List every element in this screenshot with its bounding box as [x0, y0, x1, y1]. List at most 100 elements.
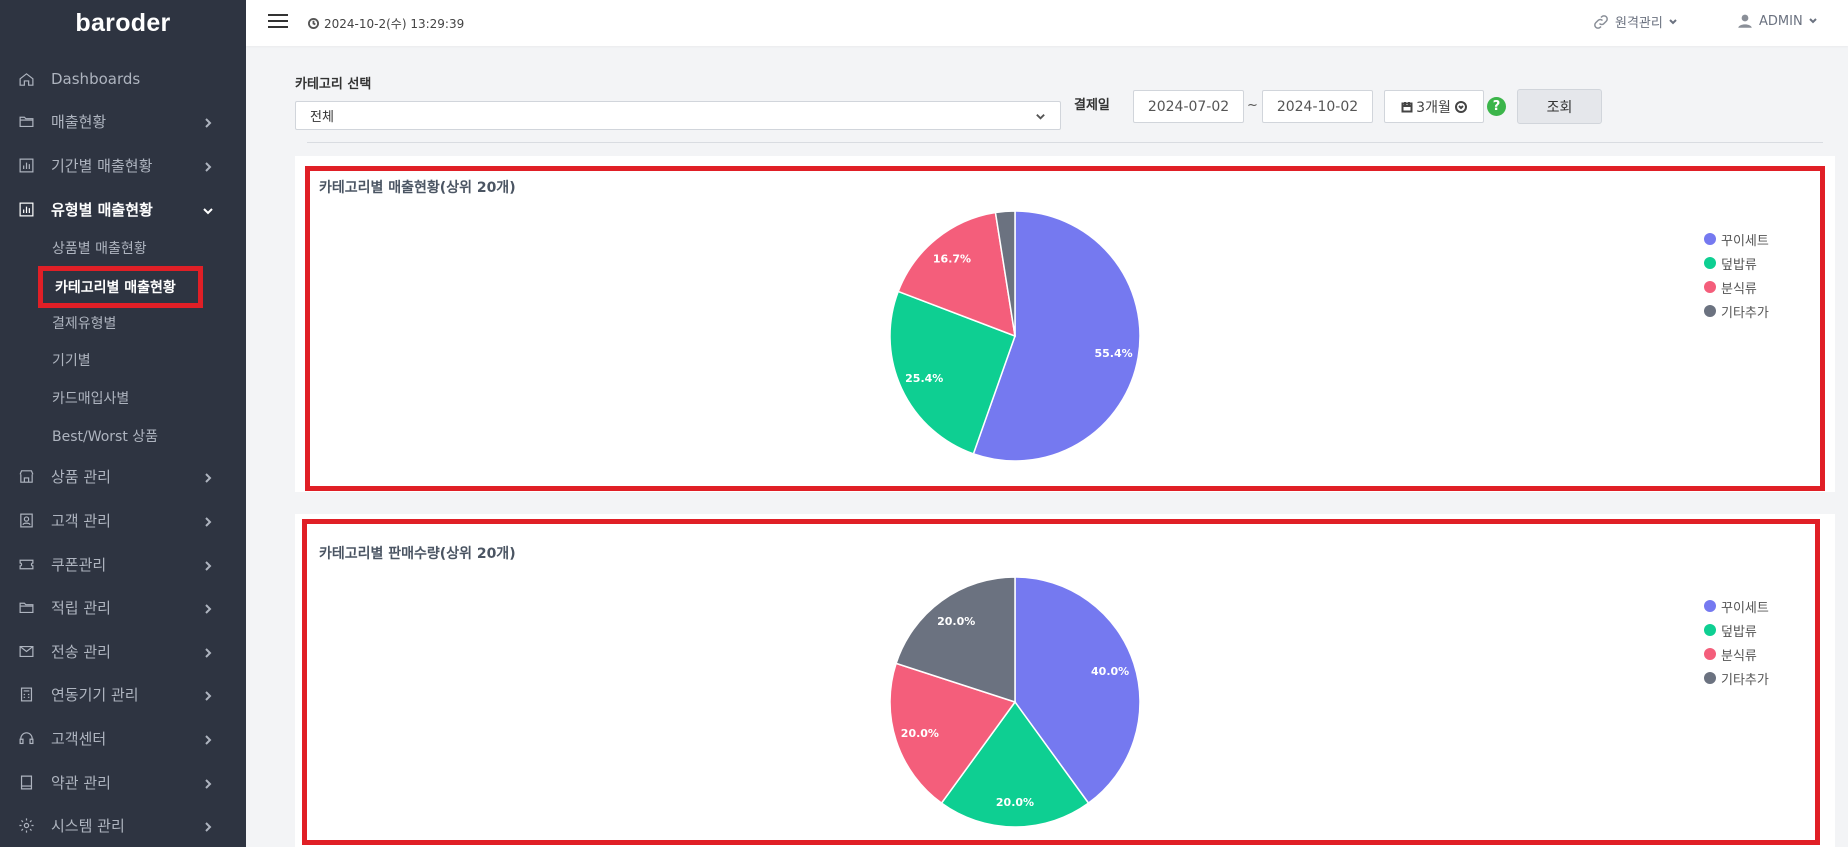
gear-icon [17, 816, 35, 834]
help-icon[interactable]: ? [1487, 97, 1506, 116]
legend-item[interactable]: 기타추가 [1704, 666, 1769, 690]
headset-icon [17, 729, 35, 747]
topbar: 2024-10-2(수) 13:29:39 원격관리 ADMIN [246, 0, 1848, 46]
book-icon [17, 773, 35, 791]
legend-swatch [1704, 281, 1716, 293]
chevron-down-icon [1035, 111, 1046, 122]
subitem-card-acquirer[interactable]: 카드매입사별 [52, 385, 129, 411]
chevron-right-icon [202, 115, 214, 128]
sidebar-item-label: 적립 관리 [51, 598, 111, 617]
sidebar-item-label: 상품 관리 [51, 467, 111, 486]
remote-management-menu[interactable]: 원격관리 [1592, 12, 1678, 31]
legend-swatch [1704, 257, 1716, 269]
bar-chart-icon [17, 200, 35, 218]
legend-label: 기타추가 [1721, 305, 1769, 321]
legend-label: 기타추가 [1721, 672, 1769, 688]
legend-label: 꾸이세트 [1721, 233, 1769, 249]
home-icon [17, 70, 35, 88]
user-menu[interactable]: ADMIN [1736, 12, 1818, 30]
legend-item[interactable]: 기타추가 [1704, 299, 1769, 323]
sidebar-item-device-mgmt[interactable]: 연동기기 관리 [0, 674, 246, 714]
bar-chart-icon [17, 156, 35, 174]
subitem-label: 결제유형별 [52, 316, 117, 332]
user-label: ADMIN [1759, 13, 1803, 29]
current-datetime: 2024-10-2(수) 13:29:39 [308, 15, 464, 32]
legend-swatch [1704, 600, 1716, 612]
chevron-right-icon [202, 732, 214, 745]
chevron-right-icon [202, 688, 214, 701]
sidebar-item-system-mgmt[interactable]: 시스템 관리 [0, 805, 246, 845]
category-select-label: 카테고리 선택 [295, 77, 372, 92]
link-icon [1594, 14, 1608, 29]
start-date-input[interactable]: 2024-07-02 [1133, 90, 1244, 123]
legend-label: 꾸이세트 [1721, 600, 1769, 616]
sidebar-item-label: 매출현황 [51, 112, 107, 131]
sidebar: baroder Dashboards 매출현황 기간별 매출현황 유형별 매출현… [0, 0, 246, 847]
legend-swatch [1704, 624, 1716, 636]
chart-card-sales [295, 156, 1835, 492]
sidebar-item-support[interactable]: 고객센터 [0, 718, 246, 758]
folder-icon [17, 112, 35, 130]
sidebar-item-send-mgmt[interactable]: 전송 관리 [0, 631, 246, 671]
chevron-right-icon [202, 601, 214, 614]
subitem-best-worst[interactable]: Best/Worst 상품 [52, 423, 158, 449]
chevron-circle-down-icon [1454, 100, 1467, 113]
sidebar-item-label: 연동기기 관리 [51, 685, 139, 704]
menu-toggle-icon[interactable] [268, 14, 288, 30]
legend-item[interactable]: 분식류 [1704, 642, 1769, 666]
filter-divider [307, 142, 1823, 143]
chevron-down-icon [1669, 18, 1677, 24]
legend-swatch [1704, 233, 1716, 245]
legend-item[interactable]: 덮밥류 [1704, 251, 1769, 275]
search-button[interactable]: 조회 [1517, 89, 1602, 124]
legend-label: 분식류 [1721, 281, 1757, 297]
legend-item[interactable]: 덮밥류 [1704, 618, 1769, 642]
sidebar-item-coupon-mgmt[interactable]: 쿠폰관리 [0, 544, 246, 584]
subitem-device[interactable]: 기기별 [52, 347, 91, 373]
folder-icon [17, 598, 35, 616]
datetime-text: 2024-10-2(수) 13:29:39 [324, 17, 465, 31]
chevron-right-icon [202, 159, 214, 172]
payment-date-label: 결제일 [1074, 98, 1110, 113]
send-icon [17, 642, 35, 660]
legend-item[interactable]: 꾸이세트 [1704, 227, 1769, 251]
subitem-payment-type[interactable]: 결제유형별 [52, 310, 116, 336]
sidebar-item-customer-mgmt[interactable]: 고객 관리 [0, 500, 246, 540]
legend-item[interactable]: 분식류 [1704, 275, 1769, 299]
ticket-icon [17, 555, 35, 573]
sidebar-item-sales[interactable]: 매출현황 [0, 101, 246, 141]
remote-management-label: 원격관리 [1615, 16, 1663, 31]
sidebar-item-type-sales[interactable]: 유형별 매출현황 [0, 189, 246, 229]
chevron-down-icon [1808, 18, 1817, 24]
sidebar-item-period-sales[interactable]: 기간별 매출현황 [0, 145, 246, 185]
brand-logo[interactable]: baroder [75, 8, 171, 37]
legend-item[interactable]: 꾸이세트 [1704, 594, 1769, 618]
sidebar-item-product-mgmt[interactable]: 상품 관리 [0, 456, 246, 496]
chart-title-quantity: 카테고리별 판매수량(상위 20개) [319, 546, 516, 562]
chevron-right-icon [202, 558, 214, 571]
sidebar-item-terms-mgmt[interactable]: 약관 관리 [0, 762, 246, 802]
sidebar-item-label: Dashboards [51, 70, 141, 88]
shop-icon [17, 467, 35, 485]
period-select-button[interactable]: 3개월 [1384, 90, 1484, 123]
chart-card-quantity [295, 514, 1835, 847]
legend-label: 덮밥류 [1721, 257, 1757, 273]
subitem-category-sales[interactable]: 카테고리별 매출현황 [38, 266, 203, 308]
sidebar-item-points-mgmt[interactable]: 적립 관리 [0, 587, 246, 627]
legend-label: 분식류 [1721, 648, 1757, 664]
legend-swatch [1704, 305, 1716, 317]
subitem-label: 카테고리별 매출현황 [55, 280, 176, 296]
subitem-product-sales[interactable]: 상품별 매출현황 [52, 235, 147, 261]
end-date-input[interactable]: 2024-10-02 [1262, 90, 1373, 123]
sidebar-item-label: 시스템 관리 [51, 816, 125, 835]
sidebar-item-label: 전송 관리 [51, 642, 111, 661]
sidebar-item-dashboards[interactable]: Dashboards [0, 59, 246, 99]
chevron-right-icon [202, 514, 214, 527]
calculator-icon [17, 685, 35, 703]
sidebar-item-label: 고객센터 [51, 729, 107, 748]
category-select[interactable]: 전체 [295, 101, 1061, 130]
period-label: 3개월 [1416, 99, 1451, 116]
subitem-label: Best/Worst 상품 [52, 429, 159, 445]
chevron-right-icon [202, 776, 214, 789]
